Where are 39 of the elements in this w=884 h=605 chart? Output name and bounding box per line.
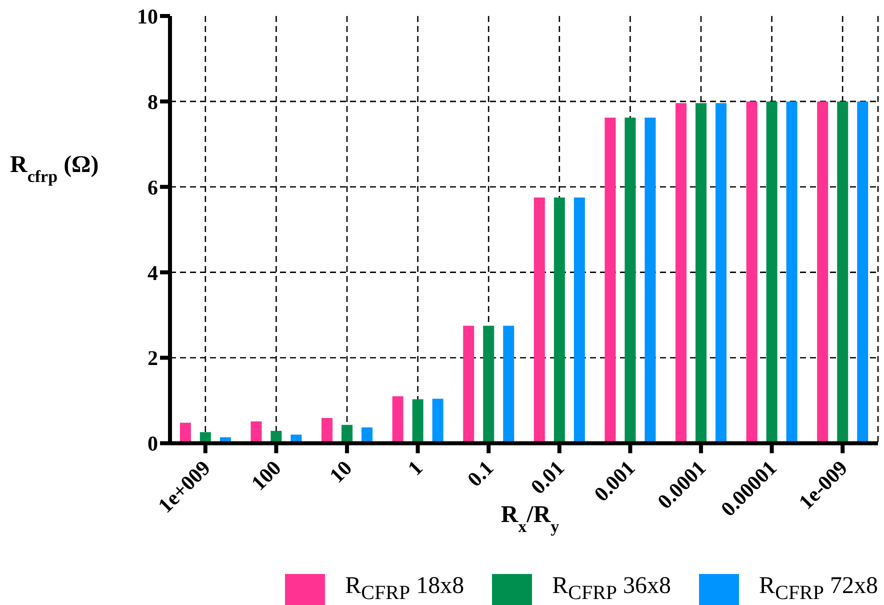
y-tick-label: 10 (137, 4, 158, 28)
bar (534, 198, 545, 444)
bar (644, 118, 656, 444)
bar (857, 101, 868, 444)
x-tick-label: 0.01 (526, 456, 569, 499)
bar (432, 398, 444, 444)
bar (837, 101, 848, 444)
y-tick-label: 4 (148, 260, 158, 285)
y-axis-title: R$_{cfrp}$ (Ω) (10, 152, 99, 186)
legend-label: R$_{CFRP}$ 18x8 (345, 573, 464, 605)
bar (463, 326, 474, 444)
y-tick-label: 8 (148, 90, 158, 114)
bar (746, 101, 758, 444)
bar (696, 103, 707, 444)
bar (554, 198, 565, 444)
y-tick-label: 0 (148, 432, 158, 456)
legend-label: R$_{CFRP}$ 72x8 (759, 573, 878, 605)
bar (817, 101, 828, 444)
legend-label: R$_{CFRP}$ 36x8 (552, 573, 672, 605)
y-tick-label: 2 (148, 346, 158, 370)
bar (180, 422, 191, 444)
x-tick-label: 0.1 (462, 456, 498, 492)
x-axis-title: R$_{x}$/R$_{y}$ (500, 502, 560, 536)
y-tick-label: 6 (148, 175, 158, 200)
bar (392, 396, 404, 444)
bar (322, 418, 333, 444)
bar (676, 103, 687, 444)
bar (412, 399, 424, 444)
bar (604, 118, 616, 444)
x-tick-label: 10 (324, 456, 357, 488)
bar (574, 198, 585, 444)
bar (483, 326, 494, 444)
bar (503, 326, 514, 444)
bar (716, 103, 727, 444)
bar (766, 101, 778, 444)
x-tick-label: 100 (246, 456, 286, 496)
bar (786, 101, 798, 444)
x-tick-label: 1 (402, 456, 428, 480)
bar (624, 118, 636, 444)
